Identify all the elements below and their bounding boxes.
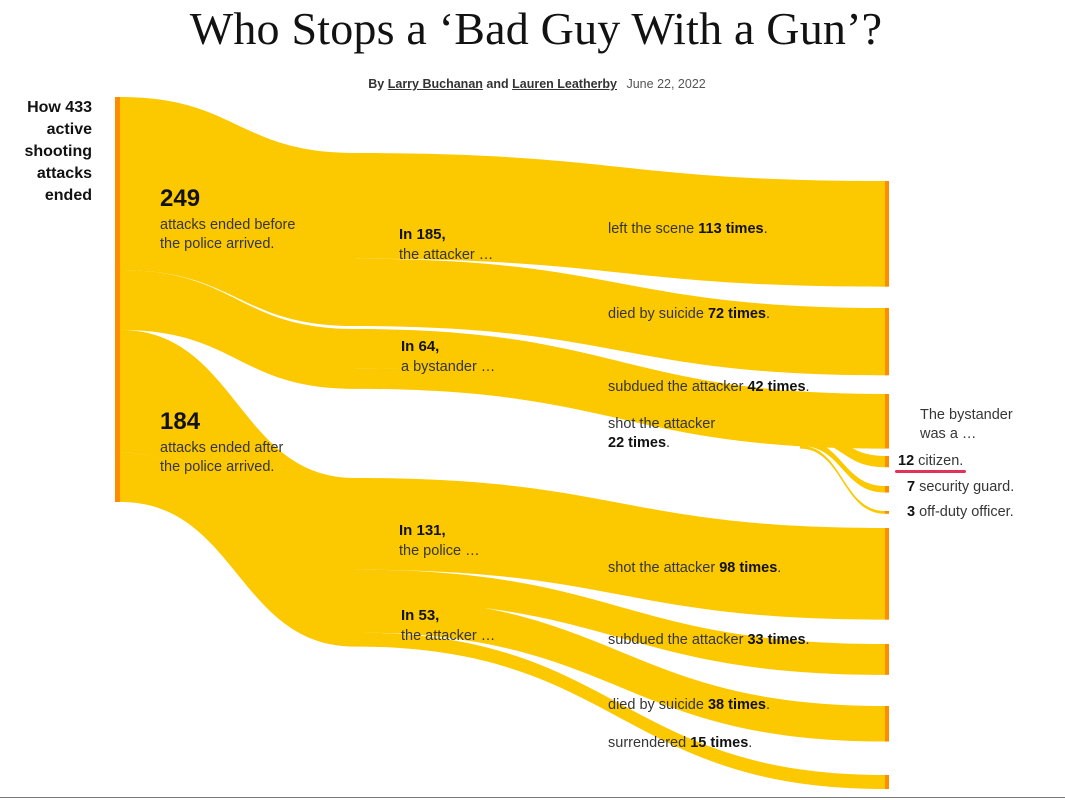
bystander-count: In 64, bbox=[401, 338, 440, 355]
flow-band-outcome-6 bbox=[355, 597, 885, 742]
attacker-after-label: In 53, the attacker … bbox=[401, 605, 495, 646]
outcome-left-scene: left the scene 113 times. bbox=[608, 221, 768, 237]
outcome-count: 98 times bbox=[719, 560, 778, 576]
outcome-text: surrendered bbox=[608, 735, 687, 751]
after-police-count: 184 bbox=[160, 408, 201, 435]
outcome-text: subdued the attacker bbox=[608, 632, 744, 648]
outcome-count: 33 times bbox=[747, 632, 806, 648]
flow-band-outcome-5 bbox=[355, 569, 885, 675]
flow-band-outcome-1 bbox=[355, 258, 885, 376]
bystander-security-guard: 7 security guard. bbox=[907, 479, 1015, 495]
outcome-text: shot the attacker bbox=[608, 416, 716, 432]
flow-band-timing-0 bbox=[120, 97, 355, 327]
outcome-shot-police: shot the attacker 98 times. bbox=[608, 560, 782, 576]
bystander-label: In 64, a bystander … bbox=[401, 336, 495, 377]
outcome-text: died by suicide bbox=[608, 306, 704, 322]
offduty-text: off-duty officer bbox=[919, 504, 1010, 520]
node-bystander-0 bbox=[885, 456, 889, 468]
attacker-before-count: In 185, bbox=[399, 226, 446, 243]
flow-band-outcome-0 bbox=[355, 153, 885, 287]
flow-band-timing-1 bbox=[120, 270, 355, 389]
outcome-suicide-after: died by suicide 38 times. bbox=[608, 697, 771, 713]
node-outcome-3 bbox=[885, 428, 889, 449]
node-outcome-6 bbox=[885, 706, 889, 742]
byline-and: and bbox=[486, 77, 509, 91]
node-outcome-5 bbox=[885, 644, 889, 675]
citizen-count: 12 bbox=[898, 453, 915, 469]
outcome-subdued-bystander: subdued the attacker 42 times. bbox=[608, 379, 810, 395]
outcome-text: left the scene bbox=[608, 221, 695, 237]
node-outcome-7 bbox=[885, 775, 889, 790]
flow-band-bystander-0 bbox=[800, 428, 885, 468]
node-total-attacks bbox=[115, 97, 120, 502]
guard-text: security guard bbox=[919, 479, 1011, 495]
outcome-surrendered: surrendered 15 times. bbox=[608, 735, 753, 751]
byline-prefix: By bbox=[368, 77, 385, 91]
author-link-2[interactable]: Lauren Leatherby bbox=[512, 77, 617, 91]
outcome-count: 38 times bbox=[707, 697, 766, 713]
node-bystander-2 bbox=[885, 511, 889, 514]
after-police-label: 184 attacks ended after the police arriv… bbox=[160, 407, 300, 477]
attacker-before-text: the attacker … bbox=[399, 247, 494, 263]
outcome-subdued-police: subdued the attacker 33 times. bbox=[608, 632, 810, 648]
bystander-off-duty: 3 off-duty officer. bbox=[907, 504, 1014, 520]
node-outcome-1 bbox=[885, 308, 889, 376]
before-police-text: attacks ended before the police arrived. bbox=[160, 217, 296, 252]
bottom-rule bbox=[0, 797, 1065, 798]
police-text: the police … bbox=[399, 543, 480, 559]
outcome-count: 113 times bbox=[698, 221, 764, 237]
before-police-label: 249 attacks ended before the police arri… bbox=[160, 184, 300, 254]
outcome-count: 72 times bbox=[707, 306, 766, 322]
author-link-1[interactable]: Larry Buchanan bbox=[387, 77, 483, 91]
outcome-text: shot the attacker bbox=[608, 560, 716, 576]
flow-band-outcome-2 bbox=[355, 329, 885, 434]
offduty-count: 3 bbox=[907, 504, 916, 520]
before-police-count: 249 bbox=[160, 185, 201, 212]
node-bystander-1 bbox=[885, 486, 889, 493]
outcome-text: died by suicide bbox=[608, 697, 704, 713]
headline: Who Stops a ‘Bad Guy With a Gun’? bbox=[189, 3, 883, 54]
flow-band-timing-2 bbox=[120, 329, 355, 601]
node-outcome-2 bbox=[885, 394, 889, 434]
after-police-text: attacks ended after the police arrived. bbox=[160, 440, 284, 475]
flow-band-bystander-1 bbox=[800, 439, 885, 493]
attacker-after-count: In 53, bbox=[401, 607, 440, 624]
node-outcome-4 bbox=[885, 528, 889, 620]
flow-band-outcome-4 bbox=[355, 478, 885, 620]
citizen-text: citizen bbox=[918, 453, 960, 469]
byline: By Larry Buchanan and Lauren Leatherby J… bbox=[0, 77, 1065, 91]
bystander-type-heading: The bystander was a … bbox=[920, 407, 1013, 442]
outcome-text: subdued the attacker bbox=[608, 379, 744, 395]
outcome-count: 42 times bbox=[747, 379, 806, 395]
flow-band-outcome-7 bbox=[355, 632, 885, 790]
outcome-shot-bystander: shot the attacker 22 times. bbox=[608, 416, 716, 451]
bystander-text: a bystander … bbox=[401, 359, 496, 375]
flow-band-timing-3 bbox=[120, 452, 355, 647]
attacker-after-text: the attacker … bbox=[401, 628, 496, 644]
flow-band-bystander-2 bbox=[800, 445, 885, 514]
police-label: In 131, the police … bbox=[399, 520, 480, 561]
flow-band-outcome-3 bbox=[355, 368, 885, 449]
outcome-suicide-before: died by suicide 72 times. bbox=[608, 306, 771, 322]
bystander-citizen: 12 citizen. bbox=[898, 453, 964, 469]
outcome-count: 15 times bbox=[690, 735, 749, 751]
publish-date: June 22, 2022 bbox=[626, 77, 706, 91]
guard-count: 7 bbox=[907, 479, 916, 495]
node-outcome-0 bbox=[885, 181, 889, 287]
police-count: In 131, bbox=[399, 522, 446, 539]
attacker-before-label: In 185, the attacker … bbox=[399, 224, 493, 265]
total-attacks-label: How 433 active shooting attacks ended bbox=[24, 99, 92, 204]
citizen-highlight-underline bbox=[895, 470, 966, 473]
outcome-count: 22 times bbox=[608, 435, 667, 451]
